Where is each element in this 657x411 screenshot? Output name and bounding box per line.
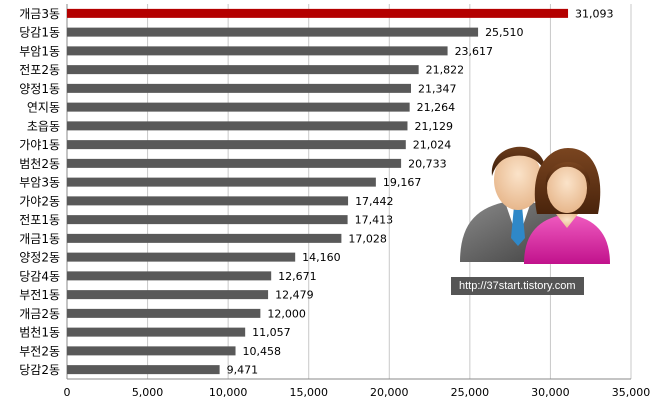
bar — [67, 196, 349, 206]
category-label: 가야1동 — [19, 138, 60, 152]
bar — [67, 271, 272, 281]
bar — [67, 8, 569, 18]
value-label: 9,471 — [227, 364, 259, 377]
bar — [67, 327, 246, 337]
category-label: 초읍동 — [27, 119, 60, 133]
category-label: 당감4동 — [19, 269, 60, 283]
bar — [67, 233, 342, 243]
tick-labels: 0 5,000 10,000 15,000 20,000 25,000 30,000 35,0… — [64, 386, 651, 399]
category-label: 부암1동 — [19, 44, 60, 58]
category-label: 부암3동 — [19, 176, 60, 190]
tick-label: 25,000 — [451, 386, 490, 399]
category-label: 가야2동 — [19, 194, 60, 208]
category-label: 개금3동 — [19, 7, 60, 21]
tick-label: 0 — [64, 386, 71, 399]
tick-label: 30,000 — [531, 386, 570, 399]
value-labels: 31,093 25,510 23,617 21,822 21,347 21,264 21,1… — [227, 7, 614, 376]
value-label: 20,733 — [408, 157, 447, 170]
category-label: 범천2동 — [19, 156, 60, 171]
bar — [67, 308, 261, 318]
value-label: 23,617 — [455, 45, 494, 58]
category-label: 양정2동 — [19, 251, 60, 265]
value-label: 21,129 — [414, 120, 453, 133]
bar — [67, 177, 376, 187]
category-label: 전포2동 — [19, 63, 60, 77]
value-label: 21,822 — [426, 64, 465, 77]
bar — [67, 140, 406, 150]
category-label: 당감1동 — [19, 26, 60, 40]
category-label: 개금2동 — [19, 307, 60, 321]
tick-label: 35,000 — [612, 386, 651, 399]
bar — [67, 158, 402, 168]
category-label: 부전2동 — [19, 344, 60, 358]
bar — [67, 215, 348, 225]
category-label: 양정1동 — [19, 82, 60, 96]
value-label: 12,671 — [278, 270, 317, 283]
category-label: 범천1동 — [19, 325, 60, 340]
bar — [67, 83, 411, 93]
bar — [67, 365, 220, 375]
category-label: 당감2동 — [19, 363, 60, 377]
bar — [67, 46, 448, 56]
value-label: 17,442 — [355, 195, 394, 208]
category-label: 연지동 — [27, 101, 60, 115]
category-labels: 개금3동당감1동부암1동전포2동양정1동연지동초읍동가야1동범천2동부암3동가야… — [19, 7, 60, 377]
url-badge: http://37start.tistory.com — [451, 277, 584, 295]
value-label: 21,264 — [417, 101, 456, 114]
value-label: 12,479 — [275, 289, 314, 302]
value-label: 11,057 — [252, 326, 291, 339]
bar — [67, 346, 236, 356]
value-label: 21,024 — [413, 139, 452, 152]
value-label: 21,347 — [418, 82, 457, 95]
value-label: 31,093 — [575, 7, 614, 20]
bars — [67, 8, 569, 375]
tick-label: 15,000 — [289, 386, 328, 399]
bar — [67, 102, 410, 112]
tick-label: 20,000 — [370, 386, 409, 399]
tick-label: 10,000 — [209, 386, 248, 399]
value-label: 10,458 — [243, 345, 282, 358]
value-label: 12,000 — [267, 307, 306, 320]
bar — [67, 65, 419, 75]
value-label: 17,413 — [355, 214, 394, 227]
tick-label: 5,000 — [132, 386, 164, 399]
category-label: 부전1동 — [19, 288, 60, 302]
value-label: 25,510 — [485, 26, 524, 39]
value-label: 17,028 — [348, 232, 387, 245]
value-label: 19,167 — [383, 176, 422, 189]
category-label: 전포1동 — [19, 213, 60, 227]
bar — [67, 121, 408, 131]
bar — [67, 290, 269, 300]
bar — [67, 27, 479, 37]
category-label: 개금1동 — [19, 232, 60, 246]
value-label: 14,160 — [302, 251, 341, 264]
bar — [67, 252, 296, 262]
two-people-icon — [460, 146, 610, 264]
